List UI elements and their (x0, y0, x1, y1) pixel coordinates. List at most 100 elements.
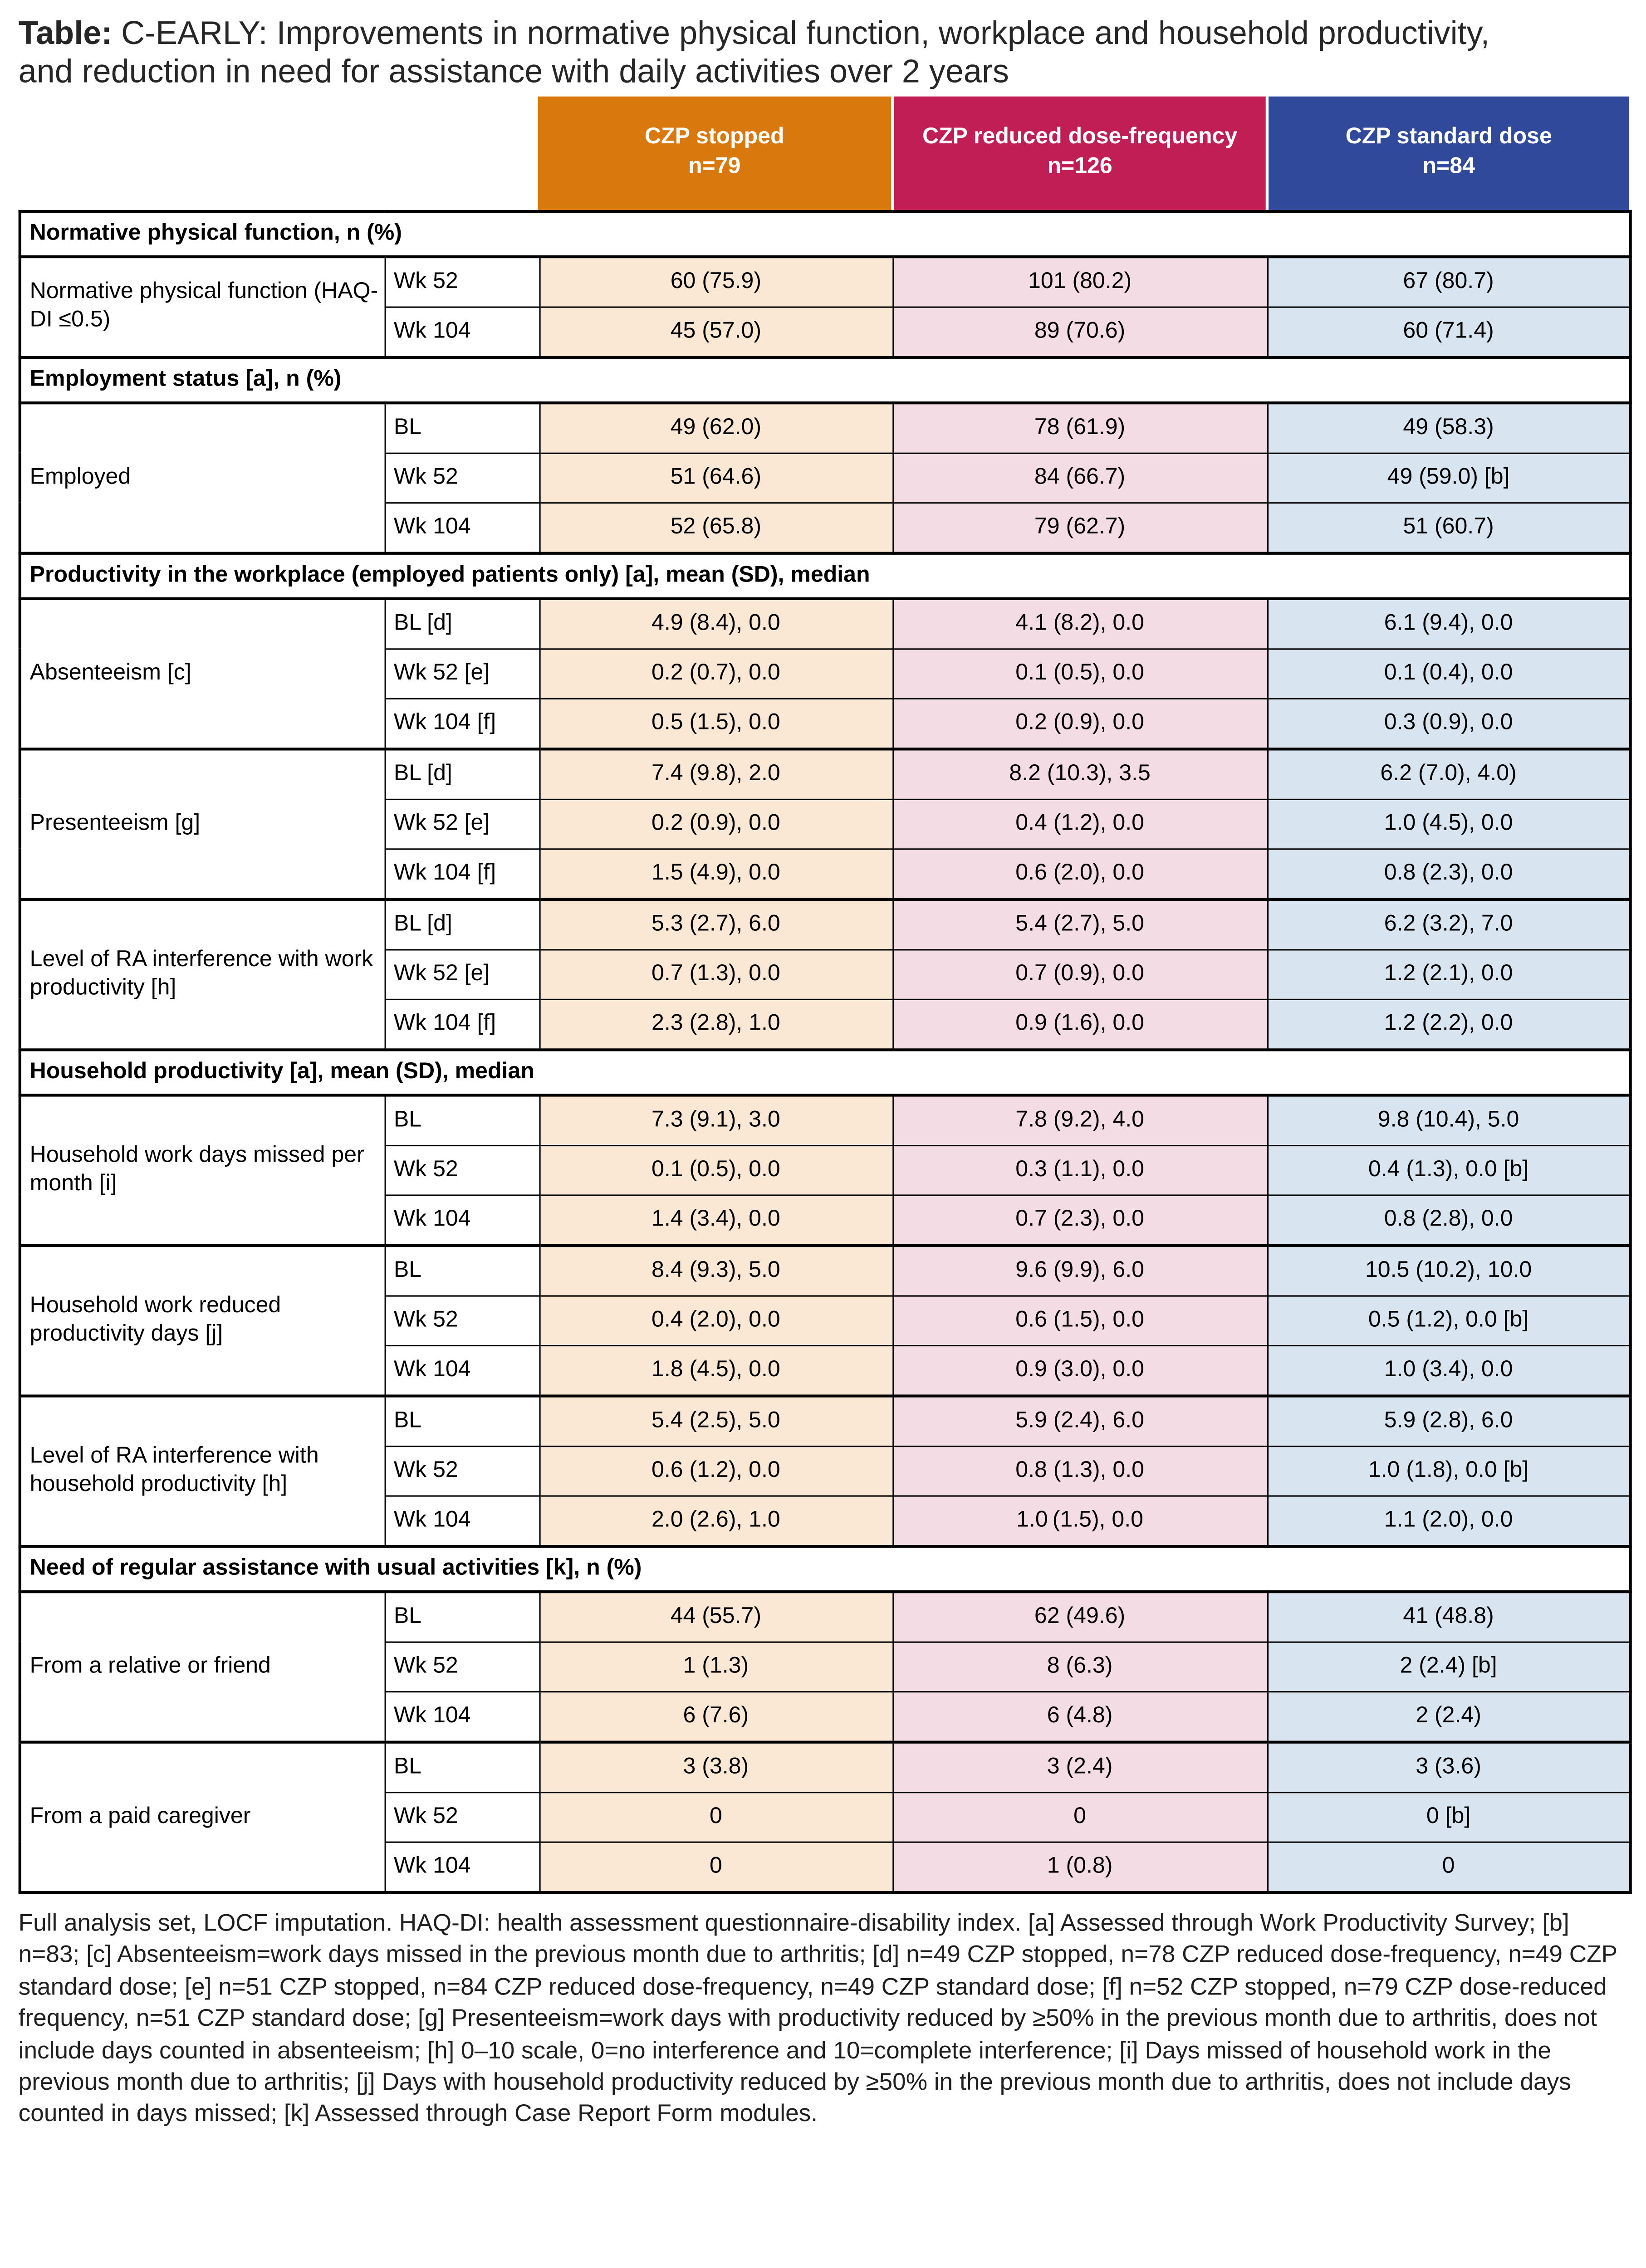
value-cell: 0.9 (1.6), 0.0 (892, 998, 1268, 1051)
column-header-n: n=79 (688, 154, 741, 179)
timepoint-cell: Wk 104 (384, 502, 540, 554)
timepoint-cell: BL [d] (384, 597, 540, 650)
value-cell: 2.0 (2.6), 1.0 (538, 1495, 893, 1547)
value-cell: 52 (65.8) (538, 502, 893, 554)
value-cell: 6.1 (9.4), 0.0 (1266, 597, 1631, 650)
row-label: Employed (19, 401, 386, 554)
value-cell: 3 (2.4) (892, 1740, 1268, 1793)
table-row: Wk 104 [f] 2.3 (2.8), 1.0 0.9 (1.6), 0.0 1.… (20, 998, 1631, 1051)
section-header-row: Need of regular assistance with usual ac… (18, 1545, 1632, 1593)
column-header-czp-standard: CZP standard dose n=84 (1265, 96, 1629, 210)
value-cell: 51 (60.7) (1266, 502, 1631, 554)
timepoint-cell: Wk 52 (384, 1445, 540, 1497)
table-title-text: C-EARLY: Improvements in normative physi… (18, 14, 1490, 89)
timepoint-cell: Wk 104 (384, 1344, 540, 1397)
timepoint-cell: Wk 52 (384, 1144, 540, 1196)
timepoint-cell: BL (384, 1093, 540, 1146)
value-cell: 5.9 (2.8), 6.0 (1266, 1394, 1631, 1447)
section-header: Productivity in the workplace (employed … (18, 552, 1632, 600)
value-cell: 0 (538, 1791, 893, 1843)
value-cell: 9.8 (10.4), 5.0 (1266, 1093, 1631, 1146)
value-cell: 2 (2.4) [b] (1266, 1641, 1631, 1692)
section-header: Normative physical function, n (%) (18, 210, 1632, 258)
table-body: Normative physical function, n (%) Normat… (18, 210, 1632, 1893)
table-title: Table: C-EARLY: Improvements in normativ… (19, 14, 1544, 90)
row-label: Household work days missed per month [i] (19, 1093, 386, 1246)
value-cell: 0.1 (0.4), 0.0 (1266, 648, 1631, 699)
timepoint-cell: Wk 52 (384, 1641, 540, 1692)
table-row: Presenteeism [g] BL [d] 7.4 (9.8), 2.0 8.2 … (19, 747, 1631, 900)
section-header-row: Productivity in the workplace (employed … (18, 552, 1632, 600)
row-label: Normative physical function (HAQ-DI ≤0.5… (19, 255, 386, 358)
timepoint-cell: Wk 104 [f] (384, 998, 540, 1051)
value-cell: 49 (58.3) (1266, 401, 1631, 454)
value-cell: 78 (61.9) (892, 401, 1268, 454)
value-cell: 1.1 (2.0), 0.0 (1266, 1495, 1631, 1547)
value-cell: 1 (0.8) (892, 1841, 1268, 1893)
value-cell: 0.9 (3.0), 0.0 (892, 1344, 1268, 1397)
column-header-row: CZP stopped n=79 CZP reduced dose-freque… (19, 96, 1629, 210)
table-row: Wk 52 [e] 0.2 (0.7), 0.0 0.1 (0.5), 0.0 0.1… (20, 648, 1631, 699)
value-cell: 0.8 (2.8), 0.0 (1266, 1194, 1631, 1246)
value-cell: 8.2 (10.3), 3.5 (892, 747, 1268, 800)
table-row: Level of RA interference with household … (19, 1394, 1631, 1547)
row-label: Absenteeism [c] (19, 597, 386, 750)
value-cell: 0 (892, 1791, 1268, 1843)
table-row: Wk 52 0.4 (2.0), 0.0 0.6 (1.5), 0.0 0.5 (1.… (20, 1295, 1631, 1346)
value-cell: 60 (75.9) (538, 255, 893, 308)
value-cell: 1 (1.3) (538, 1641, 893, 1692)
table-row: Wk 52 0.1 (0.5), 0.0 0.3 (1.1), 0.0 0.4 (1.… (20, 1144, 1631, 1196)
table-title-prefix: Table: (18, 14, 113, 51)
value-cell: 41 (48.8) (1266, 1590, 1631, 1643)
table-row: Wk 104 0 1 (0.8) 0 (20, 1841, 1631, 1893)
value-cell: 1.0 (1.8), 0.0 [b] (1266, 1445, 1631, 1497)
table-row: Wk 52 0.6 (1.2), 0.0 0.8 (1.3), 0.0 1.0 (1.… (20, 1445, 1631, 1497)
timepoint-cell: Wk 52 [e] (384, 948, 540, 1000)
timepoint-cell: Wk 104 (384, 306, 540, 358)
value-cell: 8 (6.3) (892, 1641, 1268, 1692)
value-cell: 2 (2.4) (1266, 1691, 1631, 1743)
table-row: Normative physical function (HAQ-DI ≤0.5… (19, 255, 1631, 358)
table-row: Wk 52 51 (64.6) 84 (66.7) 49 (59.0) [b] (20, 452, 1631, 503)
value-cell: 6 (4.8) (892, 1691, 1268, 1743)
table-row: Wk 104 1.4 (3.4), 0.0 0.7 (2.3), 0.0 0.8 (2… (20, 1194, 1631, 1246)
value-cell: 1.0 (3.4), 0.0 (1266, 1344, 1631, 1397)
timepoint-cell: Wk 52 (384, 452, 540, 503)
value-cell: 5.4 (2.7), 5.0 (892, 898, 1268, 950)
table-row: Wk 52 [e] 0.2 (0.9), 0.0 0.4 (1.2), 0.0 1.0… (20, 798, 1631, 850)
header-spacer-rowlabel (19, 96, 383, 210)
timepoint-cell: Wk 104 (384, 1841, 540, 1893)
table-row: Employed BL 49 (62.0) 78 (61.9) 49 (58.3) (19, 401, 1631, 554)
data-table: Normative physical function, n (%) Normat… (18, 210, 1632, 1894)
value-cell: 44 (55.7) (538, 1590, 893, 1643)
value-cell: 1.2 (2.2), 0.0 (1266, 998, 1631, 1051)
section-header-row: Household productivity [a], mean (SD), m… (18, 1048, 1632, 1097)
value-cell: 3 (3.6) (1266, 1740, 1631, 1793)
value-cell: 101 (80.2) (892, 255, 1268, 308)
value-cell: 4.9 (8.4), 0.0 (538, 597, 893, 650)
value-cell: 79 (62.7) (892, 502, 1268, 554)
row-label: Household work reduced productivity days… (19, 1244, 386, 1397)
value-cell: 45 (57.0) (538, 306, 893, 358)
value-cell: 0.1 (0.5), 0.0 (892, 648, 1268, 699)
timepoint-cell: BL [d] (384, 898, 540, 950)
column-header-name: CZP reduced dose-frequency (922, 125, 1238, 149)
value-cell: 0.8 (1.3), 0.0 (892, 1445, 1268, 1497)
row-label: From a relative or friend (19, 1590, 386, 1743)
value-cell: 1.5 (4.9), 0.0 (538, 848, 893, 900)
value-cell: 10.5 (10.2), 10.0 (1266, 1244, 1631, 1297)
value-cell: 7.4 (9.8), 2.0 (538, 747, 893, 800)
table-row: Wk 104 [f] 0.5 (1.5), 0.0 0.2 (0.9), 0.0 0.… (20, 698, 1631, 750)
row-label: Level of RA interference with household … (19, 1394, 386, 1547)
section-header: Employment status [a], n (%) (18, 356, 1632, 404)
value-cell: 1.8 (4.5), 0.0 (538, 1344, 893, 1397)
value-cell: 0.6 (2.0), 0.0 (892, 848, 1268, 900)
value-cell: 6.2 (3.2), 7.0 (1266, 898, 1631, 950)
table-row: Wk 52 0 0 0 [b] (20, 1791, 1631, 1843)
value-cell: 0.8 (2.3), 0.0 (1266, 848, 1631, 900)
section-header-row: Normative physical function, n (%) (18, 210, 1632, 258)
value-cell: 89 (70.6) (892, 306, 1268, 358)
value-cell: 0.2 (0.9), 0.0 (538, 798, 893, 850)
value-cell: 62 (49.6) (892, 1590, 1268, 1643)
